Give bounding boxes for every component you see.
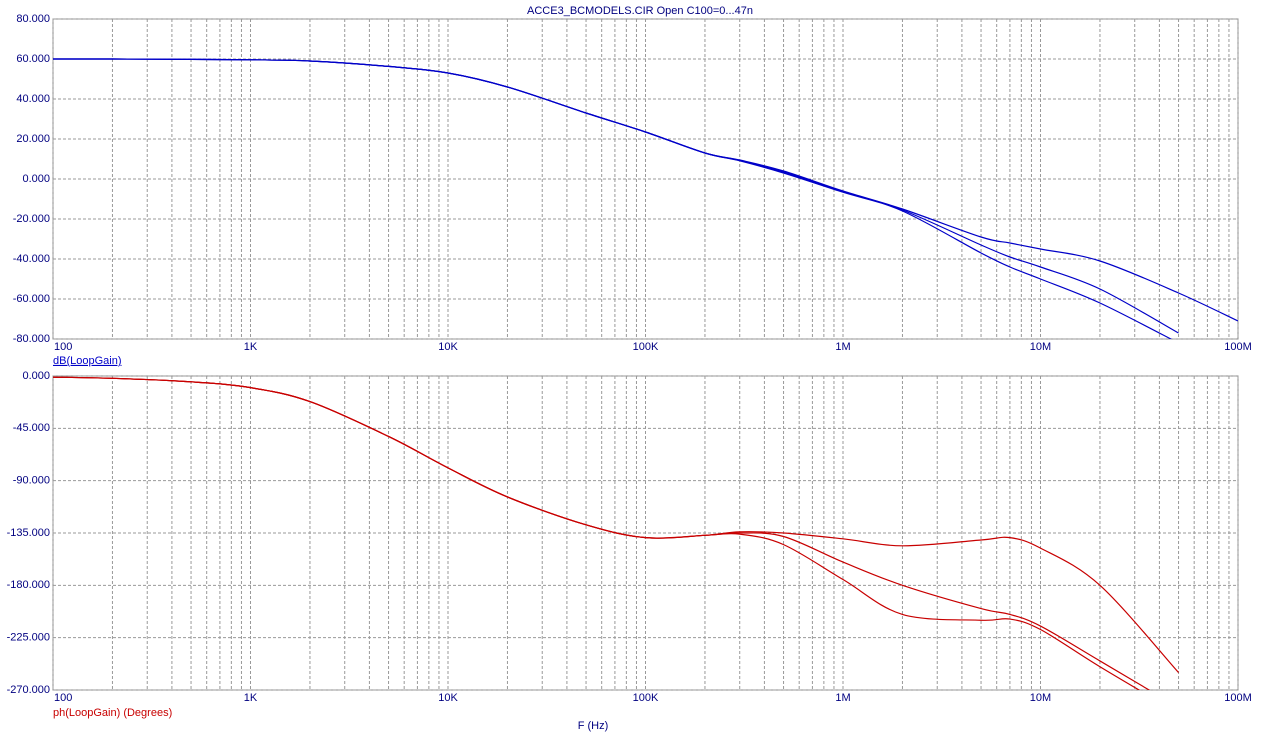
y-tick-label: -135.000 bbox=[7, 527, 50, 539]
x-tick-label: 1M bbox=[835, 692, 850, 704]
y-axis-label: ph(LoopGain) (Degrees) bbox=[53, 707, 172, 719]
y-tick-label: 80.000 bbox=[16, 13, 50, 25]
y-tick-label: 60.000 bbox=[16, 53, 50, 65]
chart-title: ACCE3_BCMODELS.CIR Open C100=0...47n bbox=[527, 5, 753, 17]
y-tick-label: -90.000 bbox=[13, 475, 50, 487]
y-tick-label: -225.000 bbox=[7, 632, 50, 644]
x-tick-label: 100K bbox=[633, 692, 659, 704]
x-tick-label: 100M bbox=[1224, 341, 1252, 353]
y-tick-label: 20.000 bbox=[16, 133, 50, 145]
x-tick-label: 10M bbox=[1030, 341, 1051, 353]
data-line bbox=[53, 58, 1173, 339]
x-tick-label: 1K bbox=[244, 692, 258, 704]
x-tick-label: 100 bbox=[54, 692, 72, 704]
y-tick-label: -80.000 bbox=[13, 333, 50, 345]
series-group bbox=[53, 58, 1238, 339]
y-tick-label: 0.000 bbox=[22, 370, 50, 382]
y-tick-label: -40.000 bbox=[13, 253, 50, 265]
y-tick-label: -180.000 bbox=[7, 579, 50, 591]
y-tick-label: -45.000 bbox=[13, 422, 50, 434]
x-tick-label: 1M bbox=[835, 341, 850, 353]
series-group bbox=[53, 376, 1179, 690]
y-tick-label: -60.000 bbox=[13, 293, 50, 305]
y-tick-label: 0.000 bbox=[22, 173, 50, 185]
x-tick-label: 100K bbox=[633, 341, 659, 353]
x-tick-label: 100 bbox=[54, 341, 72, 353]
y-axis-label: dB(LoopGain) bbox=[53, 355, 122, 367]
x-tick-label: 1K bbox=[244, 341, 258, 353]
y-tick-label: -270.000 bbox=[7, 684, 50, 696]
x-axis-label: F (Hz) bbox=[578, 720, 609, 732]
x-tick-label: 100M bbox=[1224, 692, 1252, 704]
y-tick-label: 40.000 bbox=[16, 93, 50, 105]
x-tick-label: 10M bbox=[1030, 692, 1051, 704]
x-tick-label: 10K bbox=[438, 692, 458, 704]
y-tick-label: -20.000 bbox=[13, 213, 50, 225]
x-tick-label: 10K bbox=[438, 341, 458, 353]
data-line bbox=[53, 376, 1141, 690]
